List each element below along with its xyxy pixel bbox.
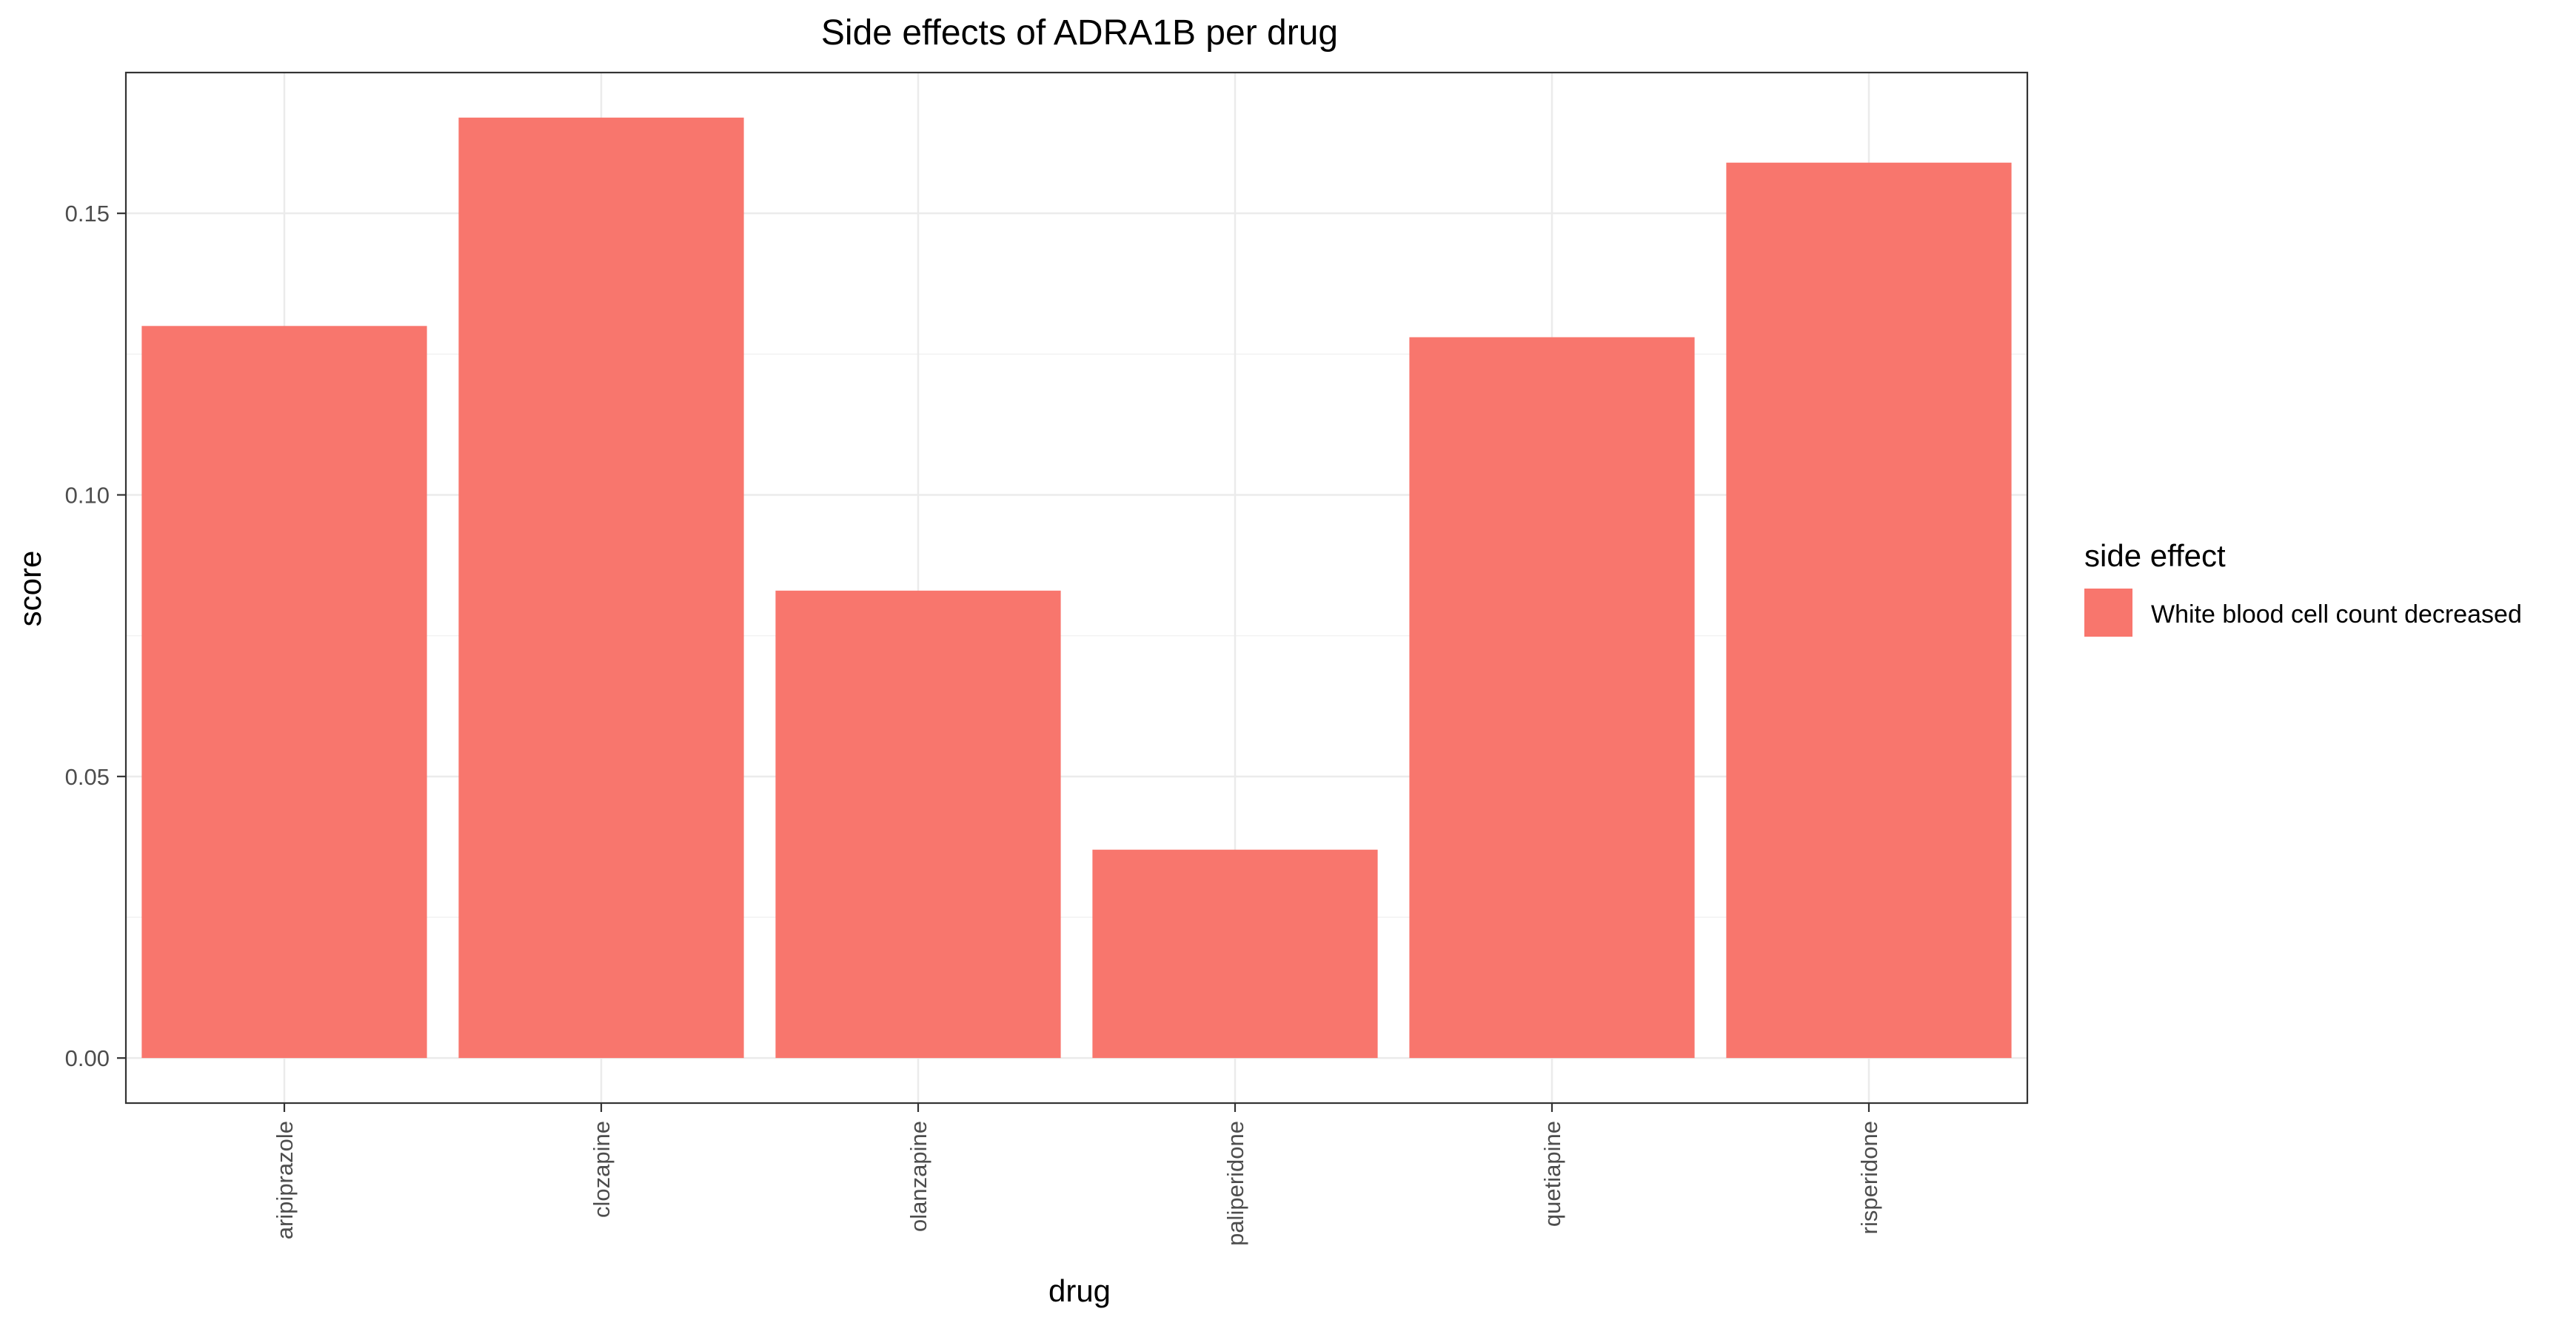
legend-key-swatch xyxy=(2084,589,2132,637)
bars-layer xyxy=(141,117,2012,1059)
bar-risperidone xyxy=(1726,162,2012,1059)
legend-title: side effect xyxy=(2084,538,2226,573)
x-tick-label: risperidone xyxy=(1856,1121,1882,1234)
legend-item-label: White blood cell count decreased xyxy=(2151,600,2522,629)
y-tick-label: 0.00 xyxy=(65,1045,110,1071)
bar-olanzapine xyxy=(775,590,1061,1059)
y-axis-title: score xyxy=(13,551,47,627)
x-tick-label: aripiprazole xyxy=(272,1121,298,1239)
x-tick-label: olanzapine xyxy=(906,1121,931,1232)
panel-border xyxy=(124,71,2029,1105)
legend: side effect White blood cell count decre… xyxy=(2084,538,2522,637)
y-tick-label: 0.10 xyxy=(65,482,110,508)
chart-title: Side effects of ADRA1B per drug xyxy=(821,13,1338,53)
axis-layer: 0.00 0.05 0.10 0.15 aripiprazole clozapine ola… xyxy=(65,201,1882,1246)
bar-quetiapine xyxy=(1409,337,1695,1059)
x-tick-label: quetiapine xyxy=(1539,1121,1565,1227)
y-tick-label: 0.15 xyxy=(65,201,110,227)
x-tick-label: paliperidone xyxy=(1222,1121,1248,1246)
x-axis-title: drug xyxy=(1048,1273,1111,1308)
bar-clozapine xyxy=(458,117,744,1059)
bar-aripiprazole xyxy=(141,326,427,1059)
y-tick-label: 0.05 xyxy=(65,764,110,790)
x-tick-label: clozapine xyxy=(589,1121,615,1218)
bar-paliperidone xyxy=(1092,849,1378,1059)
